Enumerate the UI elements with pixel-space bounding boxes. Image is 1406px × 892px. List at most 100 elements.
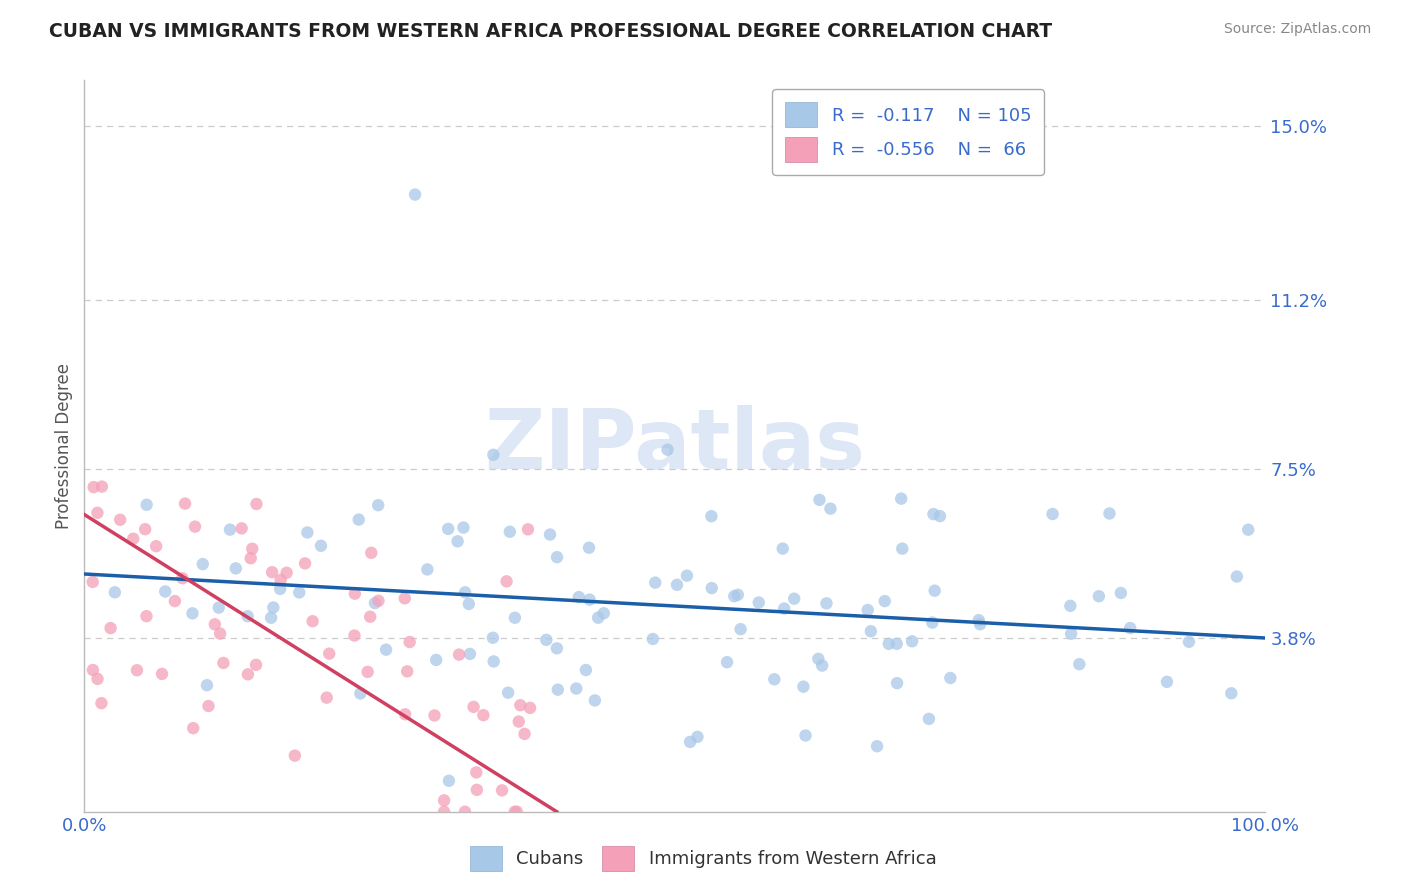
Point [82,574,104,589]
Point [808,492,831,507]
Point [446,534,468,549]
Point [294,557,316,571]
Point [135,609,157,624]
Point [343,587,366,601]
Point [195,678,218,692]
Point [219,523,242,537]
Point [1226,569,1249,583]
Point [641,632,664,646]
Point [772,541,794,556]
Point [546,550,568,565]
Point [657,442,679,457]
Point [700,509,723,524]
Point [792,680,814,694]
Point [209,626,232,640]
Point [1088,589,1111,603]
Point [503,805,526,819]
Point [1059,599,1081,613]
Point [100,621,122,635]
Point [396,665,419,679]
Point [208,600,231,615]
Point [546,641,568,656]
Point [236,609,259,624]
Point [578,592,600,607]
Point [245,497,267,511]
Point [394,591,416,606]
Point [433,805,456,819]
Point [700,581,723,595]
Point [349,686,371,700]
Point [918,712,941,726]
Point [457,597,479,611]
Point [204,617,226,632]
Point [509,698,531,713]
Point [163,594,186,608]
Point [423,708,446,723]
Point [90,480,112,494]
Point [245,657,267,672]
Point [416,562,439,576]
Point [583,693,606,707]
Point [356,665,378,679]
Point [145,539,167,553]
Point [367,498,389,512]
Point [921,615,943,630]
Point [969,617,991,632]
Point [586,610,609,624]
Point [967,613,990,627]
Point [225,561,247,575]
Point [496,686,519,700]
Point [155,584,177,599]
Point [288,585,311,599]
Point [191,557,214,571]
Point [433,793,456,807]
Point [276,566,298,580]
Point [686,730,709,744]
Point [763,673,786,687]
Point [1069,657,1091,672]
Point [301,614,323,628]
Point [886,637,908,651]
Point [125,663,148,677]
Point [811,658,834,673]
Point [135,498,157,512]
Point [578,541,600,555]
Point [122,532,145,546]
Point [181,721,204,735]
Point [343,629,366,643]
Point [716,655,738,669]
Point [859,624,882,639]
Point [773,601,796,615]
Point [270,573,292,587]
Point [1042,507,1064,521]
Y-axis label: Professional Degree: Professional Degree [55,363,73,529]
Point [723,589,745,603]
Point [284,748,307,763]
Point [197,698,219,713]
Point [437,522,460,536]
Point [104,585,127,599]
Point [181,607,204,621]
Point [425,653,447,667]
Point [565,681,588,696]
Point [538,527,561,541]
Point [748,595,770,609]
Point [866,739,889,754]
Point [783,591,806,606]
Point [495,574,517,589]
Point [575,663,598,677]
Text: ZIPatlas: ZIPatlas [485,406,865,486]
Point [174,497,197,511]
Point [262,565,284,579]
Point [666,578,689,592]
Point [592,607,614,621]
Point [890,491,912,506]
Point [499,524,522,539]
Point [437,773,460,788]
Point [260,611,283,625]
Point [1156,674,1178,689]
Point [730,622,752,636]
Point [1178,635,1201,649]
Point [472,708,495,723]
Point [86,506,108,520]
